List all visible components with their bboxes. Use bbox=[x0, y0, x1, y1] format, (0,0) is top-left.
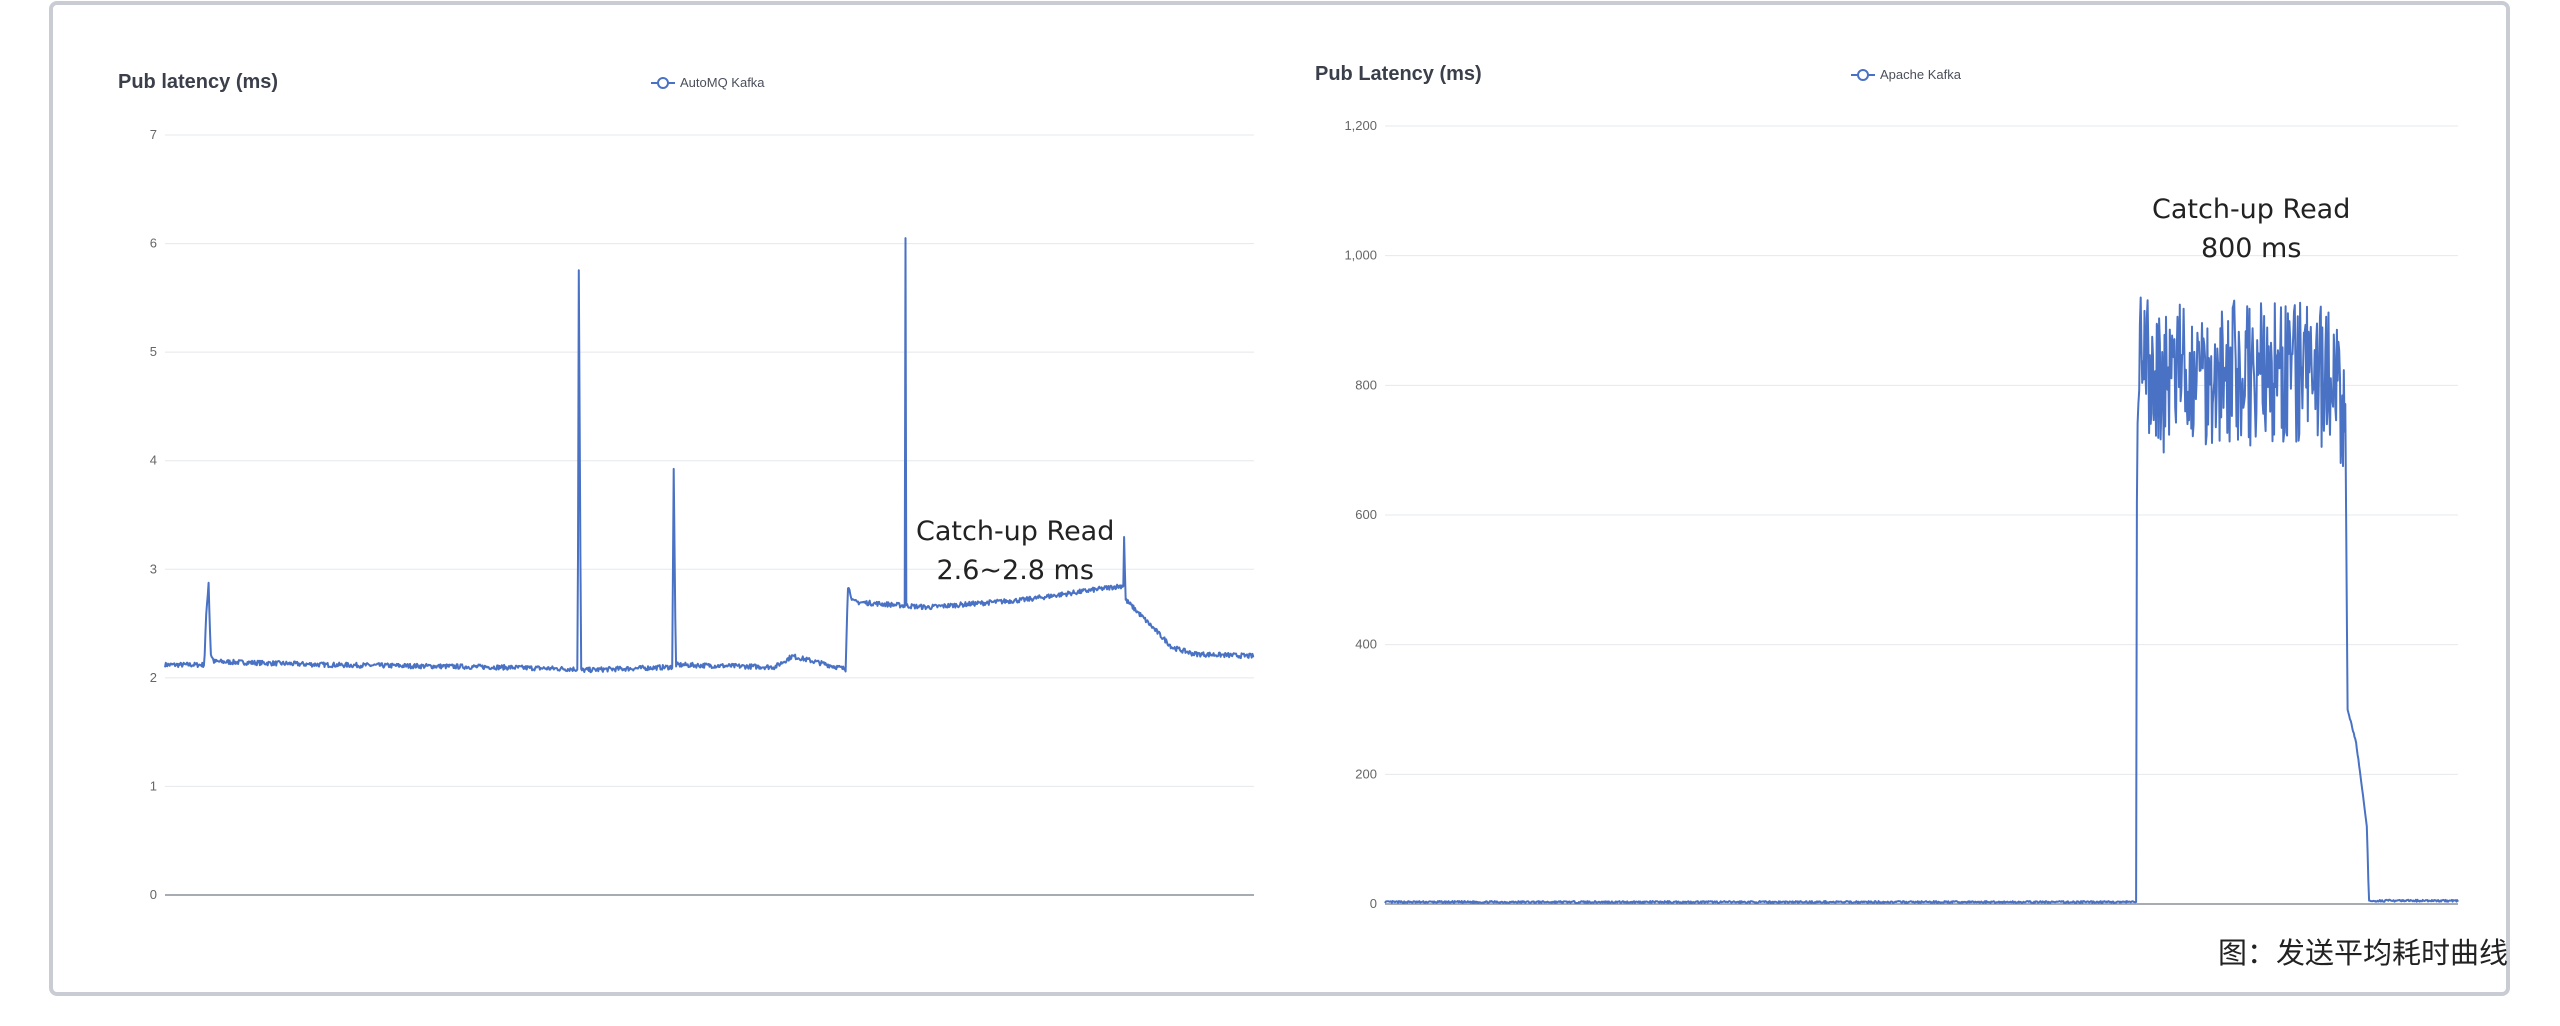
y-tick-label: 400 bbox=[1355, 637, 1377, 652]
y-tick-label: 1,200 bbox=[1344, 118, 1377, 133]
y-tick-label: 1 bbox=[150, 778, 157, 793]
right-legend[interactable]: Apache Kafka bbox=[1851, 67, 1961, 82]
y-tick-label: 2 bbox=[150, 670, 157, 685]
right-annotation-line-2: 800 ms bbox=[2200, 233, 2302, 264]
y-tick-label: 200 bbox=[1355, 766, 1377, 781]
y-tick-label: 5 bbox=[150, 344, 157, 359]
figure-caption: 图：发送平均耗时曲线 bbox=[2217, 936, 2508, 970]
right-legend-label: Apache Kafka bbox=[1880, 67, 1961, 82]
left-annotation-line-2: 2.6~2.8 ms bbox=[936, 555, 1094, 586]
legend-line-circle-icon bbox=[1851, 68, 1875, 82]
right-annotation-line-1: Catch-up Read bbox=[2152, 194, 2351, 225]
legend-line-circle-icon bbox=[651, 76, 675, 90]
left-chart-title: Pub latency (ms) bbox=[118, 71, 279, 93]
left-annotation: Catch-up Read 2.6~2.8 ms bbox=[916, 512, 1114, 590]
left-legend-label: AutoMQ Kafka bbox=[680, 75, 765, 90]
y-tick-label: 6 bbox=[150, 236, 157, 251]
y-tick-label: 600 bbox=[1355, 507, 1377, 522]
y-tick-label: 0 bbox=[1370, 896, 1377, 911]
y-tick-label: 3 bbox=[150, 561, 157, 576]
y-tick-label: 4 bbox=[150, 453, 157, 468]
y-tick-label: 7 bbox=[150, 127, 157, 142]
right-chart-title: Pub Latency (ms) bbox=[1315, 63, 1482, 85]
y-tick-label: 800 bbox=[1355, 377, 1377, 392]
series-line bbox=[1384, 296, 2459, 904]
figure-frame bbox=[49, 1, 2510, 996]
right-annotation: Catch-up Read 800 ms bbox=[2152, 190, 2350, 268]
left-annotation-line-1: Catch-up Read bbox=[916, 516, 1115, 547]
left-legend[interactable]: AutoMQ Kafka bbox=[651, 75, 765, 90]
y-tick-label: 0 bbox=[150, 887, 157, 902]
series-line bbox=[164, 237, 1255, 674]
y-tick-label: 1,000 bbox=[1344, 248, 1377, 263]
